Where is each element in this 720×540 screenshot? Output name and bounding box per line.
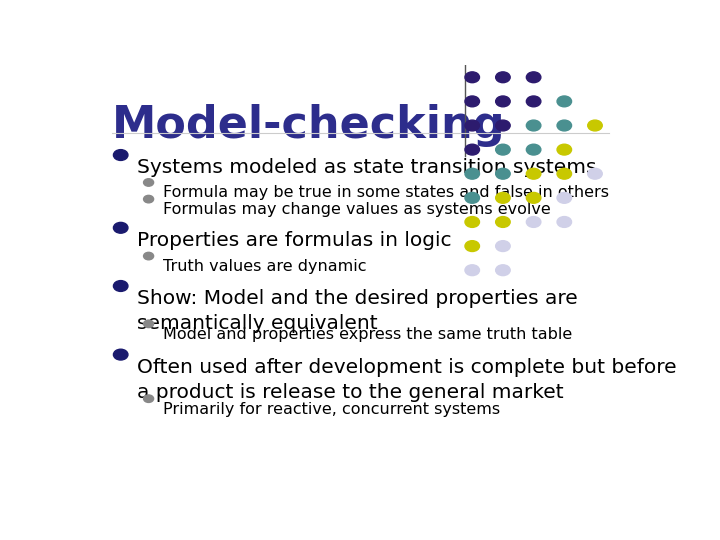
Circle shape <box>557 168 572 179</box>
Circle shape <box>495 265 510 275</box>
Circle shape <box>557 217 572 227</box>
Circle shape <box>557 144 572 155</box>
Circle shape <box>495 120 510 131</box>
Circle shape <box>114 222 128 233</box>
Text: Model-checking: Model-checking <box>112 104 506 147</box>
Text: Formulas may change values as systems evolve: Formulas may change values as systems ev… <box>163 202 550 217</box>
Text: Model and properties express the same truth table: Model and properties express the same tr… <box>163 327 572 342</box>
Circle shape <box>557 192 572 203</box>
Circle shape <box>465 192 480 203</box>
Circle shape <box>495 144 510 155</box>
Circle shape <box>588 120 602 131</box>
Circle shape <box>495 72 510 83</box>
Text: Formula may be true in some states and false in others: Formula may be true in some states and f… <box>163 185 608 200</box>
Circle shape <box>465 265 480 275</box>
Circle shape <box>114 349 128 360</box>
Circle shape <box>526 120 541 131</box>
Text: Properties are formulas in logic: Properties are formulas in logic <box>138 231 452 250</box>
Circle shape <box>465 241 480 252</box>
Text: Show: Model and the desired properties are
semanticall​y equivalent: Show: Model and the desired properties a… <box>138 289 578 333</box>
Text: Truth values are dynamic: Truth values are dynamic <box>163 259 366 274</box>
Text: Primarily for reactive, concurrent systems: Primarily for reactive, concurrent syste… <box>163 402 500 416</box>
Circle shape <box>465 96 480 107</box>
Circle shape <box>495 192 510 203</box>
Circle shape <box>495 217 510 227</box>
Text: Often used after development is complete but before
a product is release to the : Often used after development is complete… <box>138 358 677 402</box>
Circle shape <box>143 252 153 260</box>
Circle shape <box>143 320 153 328</box>
Circle shape <box>465 168 480 179</box>
Circle shape <box>114 281 128 292</box>
Circle shape <box>465 144 480 155</box>
Circle shape <box>526 96 541 107</box>
Circle shape <box>526 72 541 83</box>
Circle shape <box>557 96 572 107</box>
Circle shape <box>495 168 510 179</box>
Circle shape <box>465 217 480 227</box>
Circle shape <box>588 168 602 179</box>
Circle shape <box>526 192 541 203</box>
Circle shape <box>526 217 541 227</box>
Circle shape <box>465 120 480 131</box>
Circle shape <box>143 395 153 402</box>
Circle shape <box>114 150 128 160</box>
Circle shape <box>465 72 480 83</box>
Circle shape <box>143 179 153 186</box>
Circle shape <box>557 120 572 131</box>
Circle shape <box>495 96 510 107</box>
Text: Systems modeled as state transition systems: Systems modeled as state transition syst… <box>138 158 597 177</box>
Circle shape <box>143 195 153 203</box>
Circle shape <box>526 144 541 155</box>
Circle shape <box>495 241 510 252</box>
Circle shape <box>526 168 541 179</box>
